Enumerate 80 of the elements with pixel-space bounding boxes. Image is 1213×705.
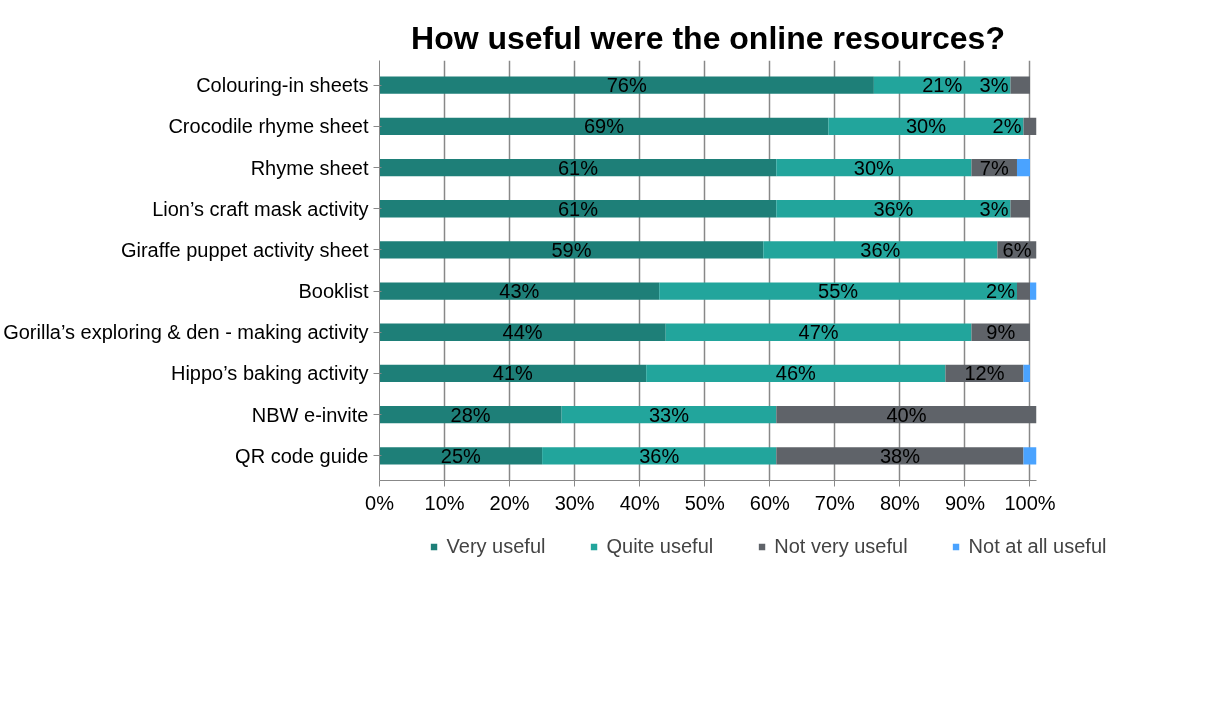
data-label: 30% — [853, 156, 895, 179]
y-tick-label: Colouring-in sheets — [196, 74, 369, 97]
legend-label: Very useful — [446, 534, 546, 558]
bar — [1016, 282, 1030, 300]
data-label: 61% — [557, 156, 599, 179]
data-label: 38% — [879, 444, 921, 467]
bar — [379, 117, 829, 136]
bar — [379, 76, 874, 94]
data-label: 76% — [606, 74, 647, 97]
x-tick-label: 30% — [554, 491, 595, 514]
x-tick-label: 60% — [749, 491, 791, 514]
data-label: 69% — [583, 115, 625, 138]
data-label: 43% — [499, 280, 540, 303]
x-tick-label: 90% — [944, 491, 986, 514]
data-label: 21% — [922, 74, 963, 97]
data-label: 36% — [873, 197, 914, 220]
legend-label: Not at all useful — [968, 534, 1107, 558]
bar — [379, 323, 666, 341]
x-tick-label: 40% — [619, 491, 660, 514]
y-tick-label: Rhyme sheet — [250, 156, 369, 179]
bar — [763, 241, 998, 259]
bar — [542, 447, 777, 465]
legend-label: Not very useful — [774, 534, 908, 558]
data-label: 30% — [905, 115, 947, 138]
data-label: 25% — [440, 444, 482, 467]
bar — [379, 241, 764, 259]
chart-title: How useful were the online resources? — [411, 19, 1005, 56]
x-tick-label: 20% — [489, 491, 530, 514]
y-tick-label: Giraffe puppet activity sheet — [120, 238, 369, 261]
x-tick-label: 100% — [1004, 491, 1056, 514]
bar — [1016, 158, 1030, 177]
data-label: 40% — [886, 403, 927, 426]
y-tick-label: Crocodile rhyme sheet — [168, 115, 369, 138]
bar — [1023, 117, 1037, 136]
data-label: 33% — [648, 403, 690, 426]
bar — [1010, 76, 1030, 94]
data-label: 61% — [557, 197, 599, 220]
bar — [1029, 282, 1037, 300]
data-label: 2% — [992, 115, 1022, 138]
data-label: 47% — [798, 321, 839, 344]
y-tick-label: Hippo’s baking activity — [170, 362, 369, 385]
y-tick-label: Booklist — [298, 280, 369, 303]
x-tick-label: 0% — [365, 491, 395, 514]
bar — [1010, 200, 1030, 218]
data-label: 55% — [818, 280, 859, 303]
bar — [379, 158, 777, 177]
data-label: 12% — [964, 362, 1005, 385]
data-label: 7% — [979, 156, 1009, 179]
bar — [659, 282, 1017, 300]
bar — [379, 200, 777, 218]
x-tick-label: 70% — [814, 491, 856, 514]
data-label: 6% — [1002, 238, 1032, 261]
bar — [1023, 447, 1037, 465]
data-label: 46% — [775, 362, 817, 385]
x-tick-label: 50% — [684, 491, 725, 514]
x-tick-label: 10% — [424, 491, 465, 514]
data-label: 3% — [979, 197, 1009, 220]
x-tick-label: 80% — [879, 491, 921, 514]
data-label: 36% — [860, 238, 901, 261]
y-tick-label: Gorilla’s exploring & den - making activity — [3, 321, 369, 344]
data-label: 3% — [979, 74, 1009, 97]
data-label: 9% — [986, 321, 1016, 344]
bar — [379, 282, 660, 300]
bar — [776, 405, 1037, 424]
data-label: 28% — [450, 403, 491, 426]
bar — [665, 323, 972, 341]
legend-label: Quite useful — [606, 534, 714, 558]
bar — [776, 447, 1024, 465]
data-label: 2% — [986, 280, 1016, 303]
data-label: 41% — [492, 362, 534, 385]
y-tick-label: NBW e-invite — [251, 403, 369, 426]
data-label: 44% — [502, 321, 543, 344]
bar — [379, 364, 647, 383]
data-label: 59% — [551, 238, 592, 261]
bar — [646, 364, 946, 383]
y-tick-label: QR code guide — [235, 444, 369, 467]
data-label: 36% — [639, 444, 680, 467]
bar — [1023, 364, 1030, 383]
y-tick-label: Lion’s craft mask activity — [152, 197, 369, 220]
bar — [561, 405, 777, 424]
